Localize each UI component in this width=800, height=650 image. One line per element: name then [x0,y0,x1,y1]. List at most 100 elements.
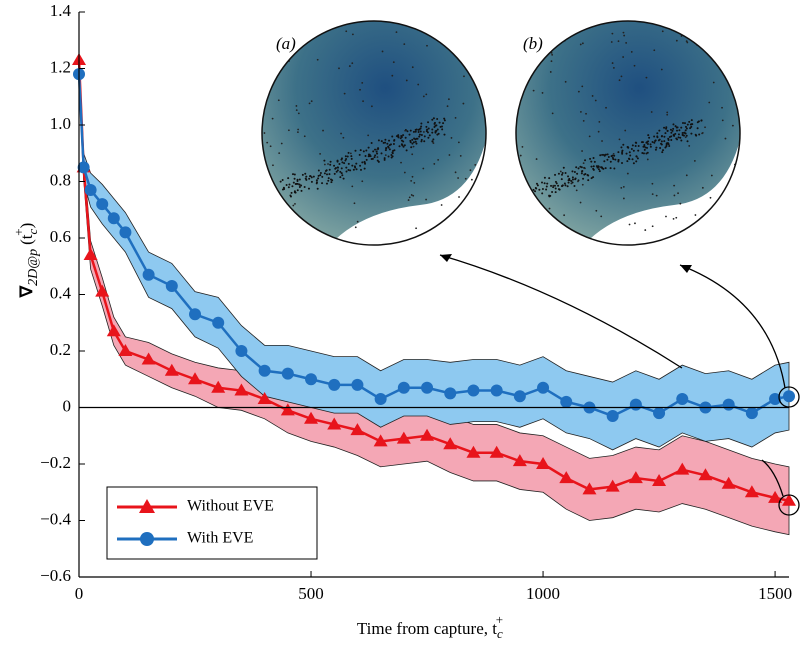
particle [436,128,439,131]
particle [413,181,416,184]
particle [635,160,638,163]
particle [666,111,669,114]
particle [646,143,649,146]
particle [354,226,357,229]
particle [335,170,338,173]
particle [603,160,606,163]
particle [297,131,299,134]
marker [257,392,272,405]
particle [408,196,411,199]
particle [591,95,594,97]
particle [659,147,662,150]
marker [675,462,690,475]
particle [382,141,385,144]
particle [387,146,390,149]
particle [546,182,549,185]
particle [541,192,544,195]
particle [695,28,698,31]
particle [392,143,395,146]
particle [673,194,676,197]
particle [432,138,435,141]
particle [404,136,407,139]
particle [305,175,308,178]
particle [655,146,658,149]
particle [590,160,593,163]
particle [353,165,356,168]
particle [649,145,652,148]
particle [412,145,415,148]
x-label-sup: + [496,612,503,627]
particle [392,61,395,64]
particle [342,136,345,139]
particle [264,32,267,35]
marker [512,454,527,467]
particle [685,127,688,130]
annotation: (b) [523,34,543,53]
particle [432,117,435,120]
particle [448,98,450,101]
particle [364,162,367,165]
particle [290,191,293,194]
x-axis-label: Time from capture, tc+ [357,612,503,641]
particle [633,64,636,67]
particle [370,105,373,108]
particle [304,177,307,180]
particle [651,182,654,185]
marker [350,423,365,436]
particle [367,134,370,137]
inset-border [261,20,487,246]
particle [303,186,306,189]
y-tick-label: −0.4 [40,509,71,528]
particle [593,160,596,163]
annotation: (a) [276,34,296,53]
particle [577,167,580,170]
particle [469,36,472,39]
particle [264,70,267,73]
particle [425,198,427,201]
particle [414,140,417,143]
particle [684,136,687,139]
particle [675,126,678,129]
particle [364,155,367,158]
particle [557,184,560,187]
particle [694,133,697,136]
particle [292,173,295,176]
inset-a [262,21,486,245]
particle [693,160,696,162]
particle [287,177,290,180]
particle [399,137,402,140]
marker [698,468,713,481]
particle [606,153,609,156]
particle [585,112,587,115]
particle [277,99,280,102]
particle [409,129,412,132]
particle [545,185,548,188]
particle [653,141,656,144]
marker [676,393,689,406]
x-tick-label: 500 [298,584,324,603]
particle [590,177,593,180]
particle [345,170,348,173]
particle [433,122,436,125]
particle [386,142,389,145]
particle [269,145,272,148]
particle [635,141,638,144]
particle [704,126,706,129]
particle [573,185,576,188]
particle [730,30,733,33]
particle [411,175,414,178]
particle [683,131,686,134]
particle [350,157,353,160]
particle [609,160,612,163]
particle [690,119,693,122]
particle [301,173,304,176]
particle [667,139,670,142]
marker [107,212,120,225]
y-tick-label: 0 [63,396,72,415]
particle [425,125,428,128]
particle [618,138,621,141]
particle [604,167,607,170]
particle [658,129,661,132]
insets: (a) (b) [261,20,800,516]
particle [622,143,625,146]
